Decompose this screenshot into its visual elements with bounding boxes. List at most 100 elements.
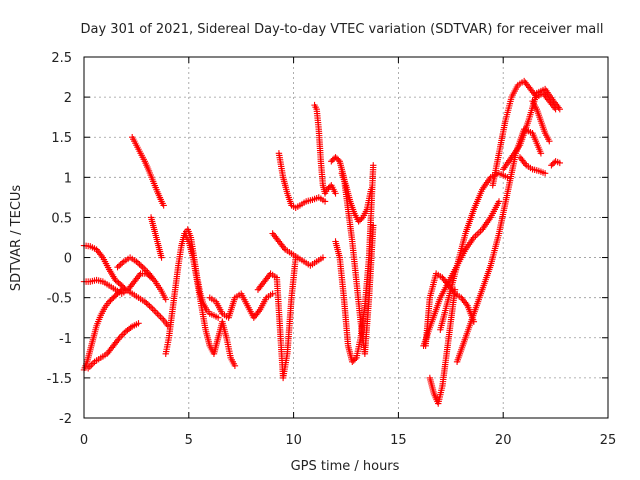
y-tick-label: 2 bbox=[64, 91, 72, 106]
data-point bbox=[144, 301, 152, 308]
data-point bbox=[116, 281, 124, 288]
data-point bbox=[474, 231, 481, 238]
data-point bbox=[154, 310, 161, 317]
data-point bbox=[157, 313, 164, 321]
data-point bbox=[477, 227, 484, 235]
data-series-13 bbox=[269, 230, 327, 269]
data-series-10 bbox=[206, 290, 276, 321]
data-series-7 bbox=[114, 254, 169, 303]
x-tick-label: 15 bbox=[390, 433, 407, 448]
data-series-25 bbox=[516, 154, 549, 177]
y-tick-label: -2 bbox=[59, 412, 72, 427]
x-tick-label: 0 bbox=[80, 433, 88, 448]
x-tick-label: 25 bbox=[600, 433, 617, 448]
data-point bbox=[537, 150, 545, 157]
x-tick-label: 5 bbox=[185, 433, 193, 448]
data-point bbox=[135, 320, 142, 327]
data-point bbox=[214, 314, 222, 321]
data-point bbox=[269, 290, 276, 297]
data-point bbox=[158, 254, 165, 261]
data-point bbox=[332, 190, 339, 197]
data-point bbox=[370, 162, 377, 169]
data-point bbox=[139, 263, 146, 271]
grid-layer bbox=[84, 57, 608, 418]
data-point bbox=[89, 360, 97, 367]
data-series-11 bbox=[254, 254, 299, 382]
data-point bbox=[121, 329, 128, 337]
x-tick-label: 10 bbox=[285, 433, 302, 448]
data-series-21 bbox=[420, 198, 503, 349]
y-tick-label: 1.5 bbox=[51, 131, 72, 146]
data-series-17 bbox=[338, 170, 375, 225]
data-point bbox=[119, 259, 126, 267]
data-point bbox=[475, 229, 483, 236]
y-axis-label: SDTVAR / TECUs bbox=[9, 185, 24, 292]
y-tick-label: 1 bbox=[64, 171, 72, 186]
data-point bbox=[115, 279, 122, 287]
x-axis-label: GPS time / hours bbox=[291, 459, 400, 474]
data-marks-layer bbox=[80, 77, 563, 407]
data-point bbox=[321, 198, 329, 205]
data-series-23 bbox=[489, 77, 559, 189]
axis-layer: 0 5 10 15 20 25 -2 -1.5 -1 -0.5 0 0.5 1 1.5 2 2.5 bbox=[47, 51, 617, 448]
data-point bbox=[556, 159, 563, 167]
data-point bbox=[358, 215, 365, 222]
data-point bbox=[541, 170, 549, 177]
y-tick-label: -1 bbox=[59, 332, 72, 347]
y-tick-label: 0.5 bbox=[51, 211, 72, 226]
data-point bbox=[118, 286, 125, 293]
data-point bbox=[115, 262, 123, 269]
y-tick-label: -0.5 bbox=[47, 292, 72, 307]
data-point bbox=[155, 312, 163, 319]
data-point bbox=[117, 261, 124, 268]
data-series-2 bbox=[80, 270, 155, 297]
data-point bbox=[231, 362, 239, 370]
data-point bbox=[136, 261, 143, 268]
data-point bbox=[118, 332, 125, 340]
data-point bbox=[367, 186, 375, 193]
data-point bbox=[160, 202, 167, 209]
data-series-26 bbox=[529, 97, 553, 145]
data-point bbox=[319, 254, 327, 261]
data-point bbox=[151, 307, 158, 314]
data-series-9 bbox=[181, 230, 239, 370]
data-point bbox=[495, 198, 503, 205]
chart-title: Day 301 of 2021, Sidereal Day-to-day VTE… bbox=[81, 22, 604, 37]
y-tick-label: 0 bbox=[64, 252, 72, 267]
data-point bbox=[134, 259, 142, 267]
data-point bbox=[149, 305, 156, 313]
data-point bbox=[143, 299, 150, 307]
data-series-3 bbox=[80, 286, 125, 374]
data-point bbox=[158, 315, 166, 322]
data-series-19 bbox=[422, 270, 478, 349]
data-point bbox=[112, 276, 119, 284]
data-point bbox=[119, 331, 126, 338]
data-series-5 bbox=[129, 134, 167, 209]
data-series-27 bbox=[548, 158, 563, 169]
data-point bbox=[88, 361, 95, 369]
data-point bbox=[146, 302, 153, 310]
data-series-12 bbox=[275, 150, 329, 212]
data-point bbox=[127, 324, 134, 331]
data-point bbox=[152, 308, 159, 316]
y-tick-label: -1.5 bbox=[47, 372, 72, 387]
data-point bbox=[141, 298, 148, 305]
data-point bbox=[472, 232, 479, 240]
data-point bbox=[335, 156, 342, 164]
data-point bbox=[556, 105, 563, 113]
y-tick-label: 2.5 bbox=[51, 51, 72, 66]
data-series-20 bbox=[437, 170, 511, 333]
data-series-14 bbox=[311, 101, 339, 197]
data-point bbox=[162, 296, 169, 303]
data-series-6 bbox=[147, 214, 165, 261]
data-point bbox=[504, 174, 511, 181]
data-point bbox=[137, 262, 145, 269]
data-series-24 bbox=[500, 85, 563, 173]
data-point bbox=[113, 278, 121, 285]
data-point bbox=[133, 258, 140, 265]
data-point bbox=[351, 355, 359, 363]
data-series-4 bbox=[84, 320, 142, 372]
data-point bbox=[147, 304, 155, 311]
